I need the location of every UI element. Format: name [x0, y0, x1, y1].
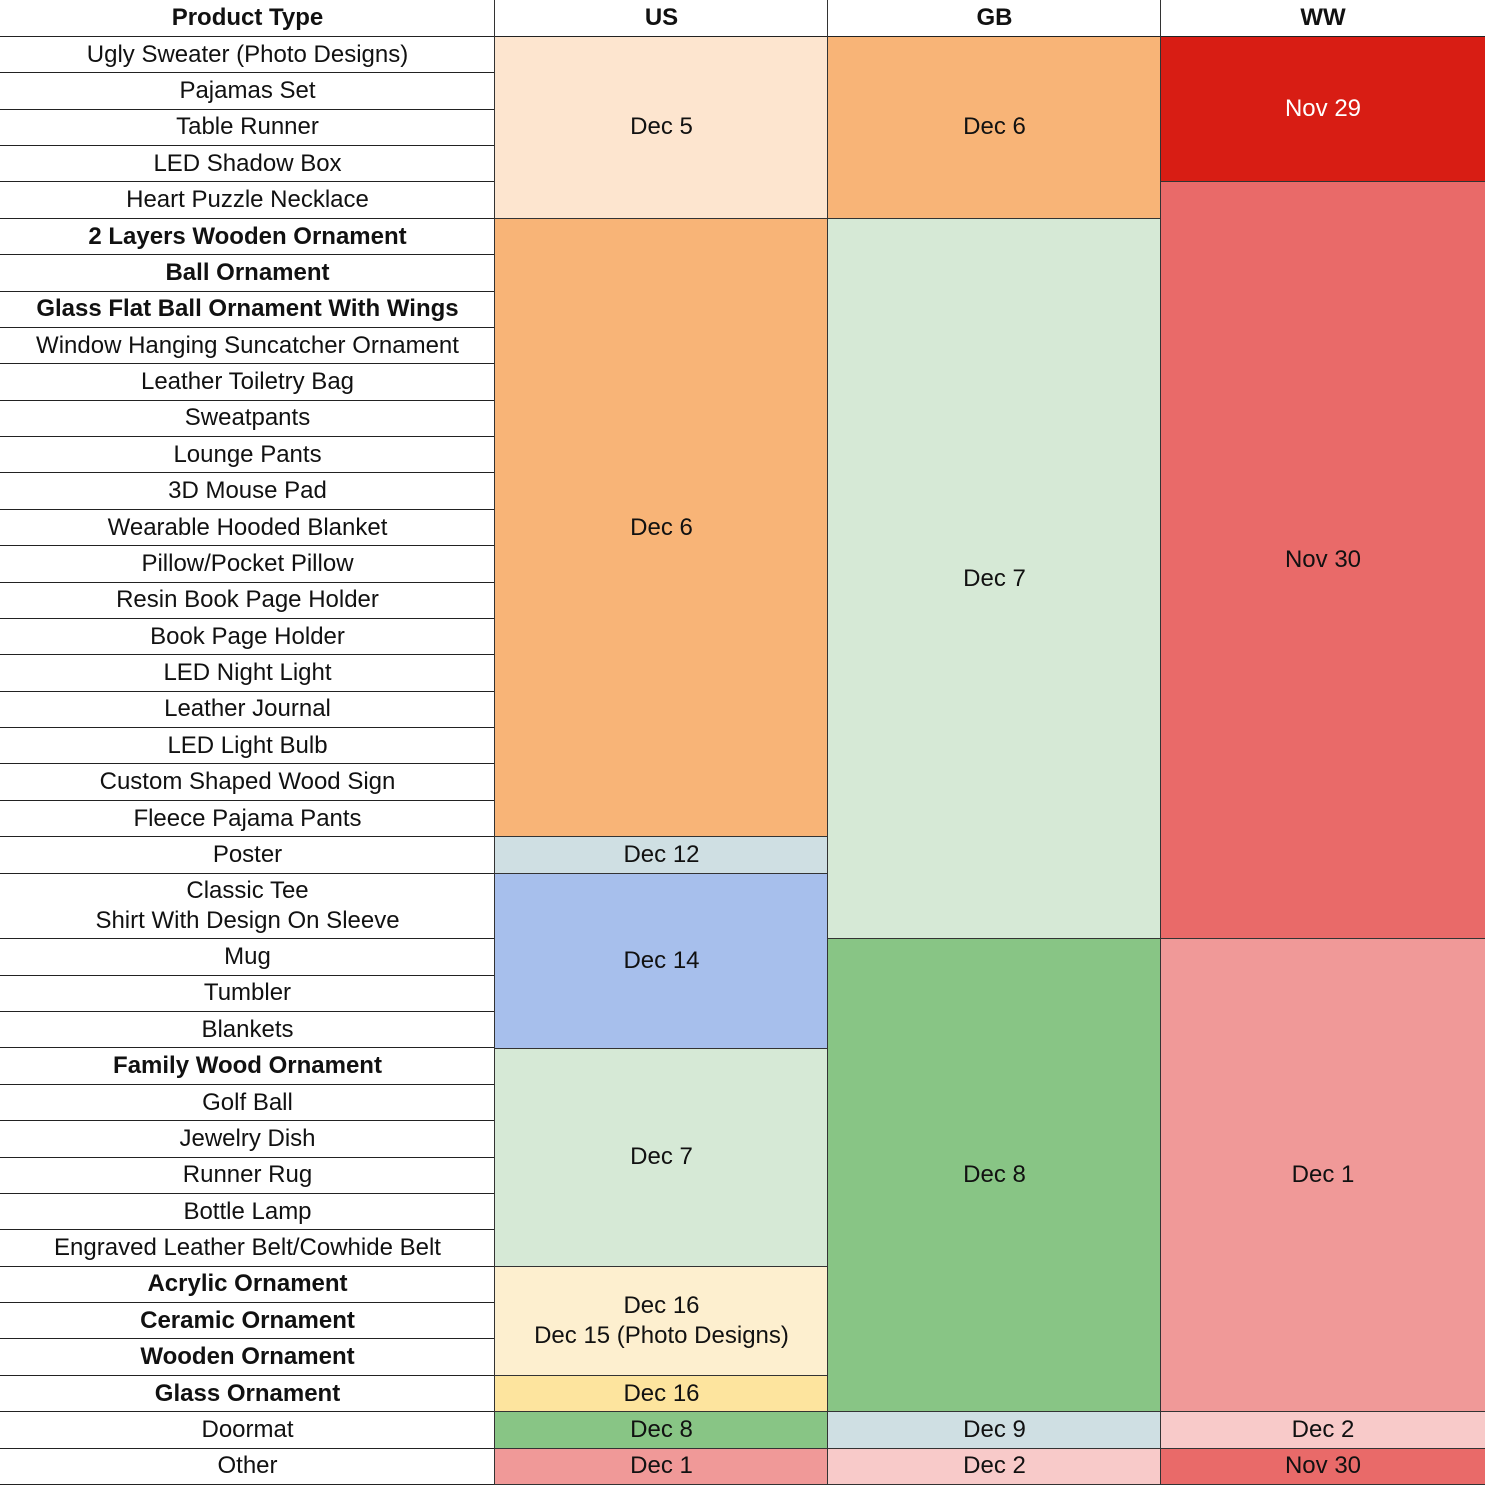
- product-row-label: Glass Flat Ball Ornament With Wings: [0, 291, 495, 328]
- product-row-label: Golf Ball: [0, 1084, 495, 1122]
- product-row-label: Engraved Leather Belt/Cowhide Belt: [0, 1230, 495, 1267]
- product-row-label: Jewelry Dish: [0, 1121, 495, 1158]
- product-row-label: LED Light Bulb: [0, 728, 495, 765]
- product-row-label: Heart Puzzle Necklace: [0, 182, 495, 219]
- divider-gb-ww: [1160, 0, 1161, 1485]
- product-row-label: Window Hanging Suncatcher Ornament: [0, 327, 495, 365]
- product-row-label: Mug: [0, 939, 495, 976]
- header-product-type: Product Type: [0, 0, 495, 37]
- product-row-label: Classic Tee Shirt With Design On Sleeve: [0, 873, 495, 940]
- product-row-label: Lounge Pants: [0, 437, 495, 474]
- us-deadline-cell: Dec 12: [495, 837, 828, 874]
- header-ww: WW: [1161, 0, 1485, 37]
- product-row-label: Poster: [0, 837, 495, 874]
- product-row-label: Ball Ornament: [0, 255, 495, 292]
- divider-us-gb: [827, 0, 828, 1485]
- ww-deadline-cell: Nov 30: [1161, 182, 1485, 940]
- us-deadline-cell: Dec 6: [495, 218, 828, 838]
- us-deadline-cell: Dec 16 Dec 15 (Photo Designs): [495, 1266, 828, 1376]
- product-row-label: Bottle Lamp: [0, 1194, 495, 1231]
- product-row-label: Family Wood Ornament: [0, 1048, 495, 1085]
- product-row-label: Fleece Pajama Pants: [0, 800, 495, 838]
- product-row-label: Leather Toiletry Bag: [0, 364, 495, 401]
- product-row-label: Ceramic Ornament: [0, 1303, 495, 1340]
- product-row-label: Runner Rug: [0, 1157, 495, 1194]
- gb-deadline-cell: Dec 9: [828, 1412, 1161, 1449]
- product-row-label: Other: [0, 1448, 495, 1485]
- ww-deadline-cell: Dec 2: [1161, 1412, 1485, 1449]
- us-deadline-cell: Dec 5: [495, 37, 828, 219]
- product-row-label: Acrylic Ornament: [0, 1266, 495, 1304]
- product-row-label: Tumbler: [0, 975, 495, 1013]
- product-row-label: LED Shadow Box: [0, 146, 495, 183]
- product-row-label: Pajamas Set: [0, 73, 495, 110]
- gb-deadline-cell: Dec 7: [828, 218, 1161, 940]
- product-row-label: Leather Journal: [0, 691, 495, 729]
- us-deadline-cell: Dec 16: [495, 1375, 828, 1413]
- product-row-label: Blankets: [0, 1012, 495, 1049]
- header-us: US: [495, 0, 828, 37]
- us-deadline-cell: Dec 8: [495, 1412, 828, 1449]
- product-row-label: Wearable Hooded Blanket: [0, 509, 495, 547]
- gb-deadline-cell: Dec 6: [828, 37, 1161, 219]
- product-row-label: Doormat: [0, 1412, 495, 1449]
- product-row-label: Wooden Ornament: [0, 1339, 495, 1376]
- ww-deadline-cell: Dec 1: [1161, 939, 1485, 1413]
- ww-deadline-cell: Nov 30: [1161, 1448, 1485, 1485]
- us-deadline-cell: Dec 14: [495, 873, 828, 1049]
- product-row-label: Resin Book Page Holder: [0, 582, 495, 619]
- gb-deadline-cell: Dec 2: [828, 1448, 1161, 1485]
- product-row-label: LED Night Light: [0, 655, 495, 692]
- product-row-label: 3D Mouse Pad: [0, 473, 495, 510]
- us-deadline-cell: Dec 1: [495, 1448, 828, 1485]
- header-gb: GB: [828, 0, 1161, 37]
- product-row-label: Pillow/Pocket Pillow: [0, 546, 495, 583]
- us-deadline-cell: Dec 7: [495, 1048, 828, 1267]
- product-row-label: Ugly Sweater (Photo Designs): [0, 37, 495, 74]
- gb-deadline-cell: Dec 8: [828, 939, 1161, 1413]
- ww-deadline-cell: Nov 29: [1161, 37, 1485, 183]
- product-row-label: Glass Ornament: [0, 1375, 495, 1413]
- product-row-label: Custom Shaped Wood Sign: [0, 764, 495, 801]
- product-row-label: Table Runner: [0, 109, 495, 147]
- product-row-label: Sweatpants: [0, 400, 495, 438]
- product-row-label: 2 Layers Wooden Ornament: [0, 218, 495, 256]
- divider-product-us: [494, 0, 495, 1485]
- product-row-label: Book Page Holder: [0, 618, 495, 656]
